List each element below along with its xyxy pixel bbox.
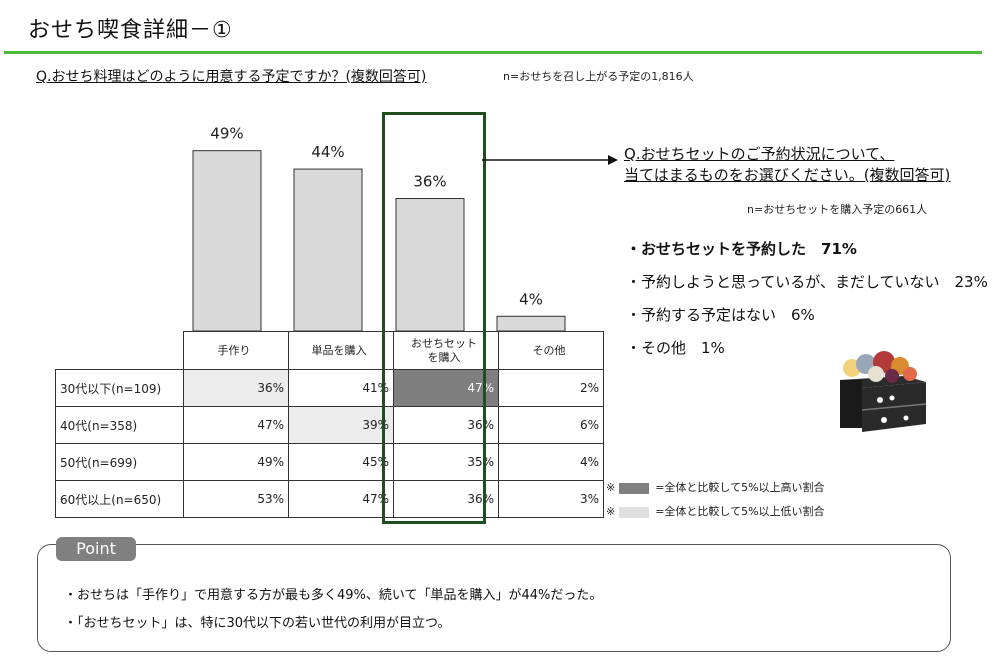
question-text: Q.おせち料理はどのように用意する予定ですか？(複数回答可) xyxy=(36,69,427,85)
age-breakdown-table: 手作り 単品を購入 おせちセット を購入 その他 30代以下(n=109) 36… xyxy=(55,331,604,518)
table-cell: 45% xyxy=(288,443,394,481)
point-box xyxy=(37,544,951,652)
bar-value-label: 36% xyxy=(413,173,446,191)
point-line: ・「おせちセット」は、特に30代以下の若い世代の利用が目立つ。 xyxy=(64,616,451,631)
point-tab: Point xyxy=(56,537,136,561)
result-item: ・おせちセットを予約した 71% xyxy=(626,240,857,258)
table-row: 50代(n=699) 49% 45% 35% 4% xyxy=(55,443,604,481)
bar xyxy=(192,150,262,332)
table-row: 40代(n=358) 47% 39% 36% 6% xyxy=(55,406,604,444)
legend-high-swatch xyxy=(619,482,650,494)
table-header-row: 手作り 単品を購入 おせちセット を購入 その他 xyxy=(55,331,604,370)
table-cell: 6% xyxy=(498,406,604,444)
table-cell: 49% xyxy=(183,443,289,481)
legend-mark: ※ xyxy=(606,505,616,518)
table-header-cell: その他 xyxy=(498,331,604,370)
bar xyxy=(496,315,566,332)
table-cell: 53% xyxy=(183,480,289,518)
sub-question-line2: 当てはまるものをお選びください。(複数回答可) xyxy=(624,166,951,184)
row-label: 60代以上(n=650) xyxy=(55,480,184,518)
title-rule xyxy=(4,51,982,54)
table-row: 30代以下(n=109) 36% 41% 47% 2% xyxy=(55,369,604,407)
table-cell: 2% xyxy=(498,369,604,407)
table-header-cell: 手作り xyxy=(183,331,289,370)
result-item: ・予約しようと思っているが、まだしていない 23% xyxy=(626,273,988,291)
legend-high-text: =全体と比較して5%以上高い割合 xyxy=(655,481,825,494)
sub-question-note: n=おせちセットを購入予定の661人 xyxy=(747,203,928,216)
row-label: 50代(n=699) xyxy=(55,443,184,481)
table-cell: 41% xyxy=(288,369,394,407)
arrow-icon xyxy=(482,155,618,165)
table-cell: 39% xyxy=(288,406,394,444)
legend-low-swatch xyxy=(619,506,650,518)
legend-high: ※ =全体と比較して5%以上高い割合 xyxy=(606,479,825,495)
sub-question-line1: Q.おせちセットのご予約状況について、 xyxy=(624,145,895,163)
point-line: ・おせちは「手作り」で用意する方が最も多く49%、続いて「単品を購入」が44%だ… xyxy=(64,588,603,603)
table-cell: 36% xyxy=(183,369,289,407)
table-header-cell: 単品を購入 xyxy=(288,331,394,370)
legend-low: ※ =全体と比較して5%以上低い割合 xyxy=(606,503,825,519)
table-cell: 4% xyxy=(498,443,604,481)
bar-value-label: 49% xyxy=(210,125,243,143)
table-cell: 35% xyxy=(393,443,499,481)
table-cell: 47% xyxy=(183,406,289,444)
result-item: ・その他 1% xyxy=(626,339,725,357)
bar-value-label: 44% xyxy=(311,143,344,161)
bar-value-label: 4% xyxy=(519,290,543,308)
question-note: n=おせちを召し上がる予定の1,816人 xyxy=(503,70,694,83)
table-corner xyxy=(55,331,184,370)
result-item: ・予約する予定はない 6% xyxy=(626,306,815,324)
row-label: 30代以下(n=109) xyxy=(55,369,184,407)
osechi-set-highlight-box xyxy=(382,112,486,524)
table-row: 60代以上(n=650) 53% 47% 36% 3% xyxy=(55,480,604,518)
row-label: 40代(n=358) xyxy=(55,406,184,444)
table-cell: 36% xyxy=(393,480,499,518)
legend-low-text: =全体と比較して5%以上低い割合 xyxy=(655,505,825,518)
table-cell: 47% xyxy=(288,480,394,518)
page-title: おせち喫食詳細－① xyxy=(28,18,233,43)
legend-mark: ※ xyxy=(606,481,616,494)
table-cell: 3% xyxy=(498,480,604,518)
osechi-box-icon xyxy=(840,351,927,432)
bar xyxy=(293,168,363,332)
